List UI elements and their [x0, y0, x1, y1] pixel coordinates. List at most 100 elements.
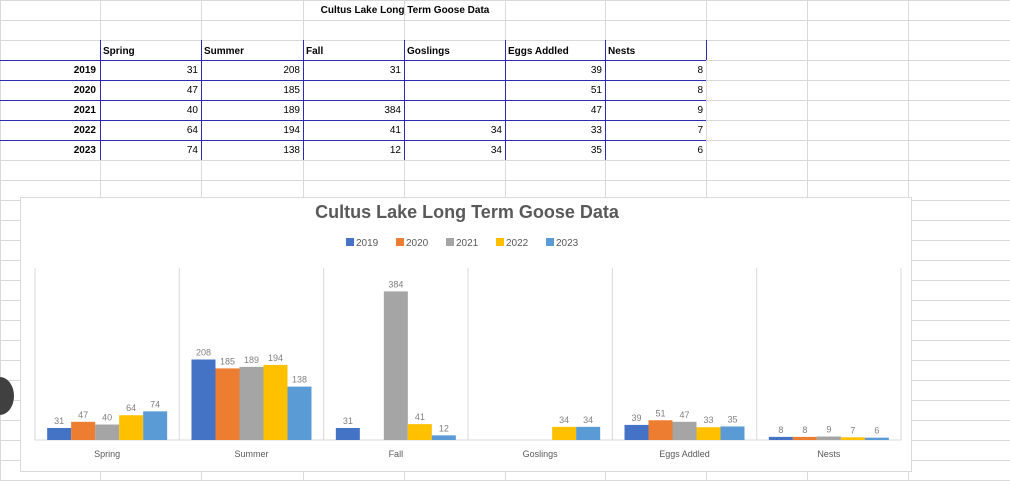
- data-label: 40: [102, 413, 112, 423]
- row-year[interactable]: 2019: [73, 65, 96, 76]
- category-label: Summer: [234, 449, 268, 459]
- table-cell[interactable]: 185: [283, 85, 300, 96]
- bar: [792, 436, 817, 440]
- bar: [47, 428, 72, 440]
- data-label: 39: [631, 413, 641, 423]
- bar-chart: Cultus Lake Long Term Goose Data 2019 2020…: [34, 202, 902, 459]
- table-cell[interactable]: 64: [186, 125, 198, 136]
- category-label: Eggs Addled: [659, 449, 710, 459]
- table-cell[interactable]: 8: [697, 65, 703, 76]
- legend-label: 2020: [406, 238, 429, 249]
- table-cell[interactable]: 189: [283, 105, 300, 116]
- table-cell[interactable]: 47: [590, 105, 602, 116]
- table-cell[interactable]: [404, 62, 505, 80]
- table-cell[interactable]: 31: [186, 65, 198, 76]
- table-cell[interactable]: 384: [384, 105, 401, 116]
- bar: [696, 427, 721, 440]
- column-header[interactable]: Fall: [306, 46, 324, 57]
- column-header[interactable]: Spring: [103, 46, 135, 57]
- column-header[interactable]: Goslings: [407, 46, 450, 57]
- data-label: 9: [826, 425, 831, 435]
- bar: [624, 424, 649, 440]
- table-cell[interactable]: 51: [590, 85, 602, 96]
- legend-swatch: [346, 238, 354, 246]
- bar: [672, 421, 697, 440]
- table-border: [0, 60, 706, 61]
- data-label: 35: [727, 414, 737, 424]
- table-cell[interactable]: 74: [186, 145, 198, 156]
- row-year[interactable]: 2021: [73, 105, 96, 116]
- data-label: 12: [439, 423, 449, 433]
- bar: [263, 364, 288, 440]
- bar: [239, 366, 264, 440]
- scroll-handle[interactable]: [0, 377, 14, 415]
- bar: [95, 424, 120, 440]
- legend-label: 2021: [456, 238, 479, 249]
- data-label: 47: [679, 410, 689, 420]
- bar: [71, 421, 96, 440]
- table-cell[interactable]: [303, 82, 404, 100]
- row-year[interactable]: 2020: [73, 85, 96, 96]
- table-cell[interactable]: 41: [389, 125, 401, 136]
- legend-swatch: [396, 238, 404, 246]
- table-cell[interactable]: 40: [186, 105, 198, 116]
- sheet-gridline: [0, 0, 1, 480]
- data-label: 33: [703, 415, 713, 425]
- bar: [864, 437, 889, 440]
- table-border: [100, 40, 101, 160]
- table-cell[interactable]: 33: [590, 125, 602, 136]
- table-cell[interactable]: 194: [283, 125, 300, 136]
- table-border: [404, 40, 405, 160]
- table-cell[interactable]: 35: [590, 145, 602, 156]
- data-label: 185: [220, 356, 235, 366]
- table-cell[interactable]: [404, 102, 505, 120]
- table-border: [0, 120, 706, 121]
- bar: [816, 436, 841, 440]
- table-cell[interactable]: 34: [490, 125, 502, 136]
- legend-label: 2023: [556, 238, 579, 249]
- bar: [191, 359, 216, 440]
- bar: [287, 386, 312, 440]
- column-header[interactable]: Summer: [204, 46, 245, 57]
- category-label: Nests: [817, 449, 841, 459]
- column-header[interactable]: Eggs Addled: [508, 46, 569, 57]
- legend-swatch: [446, 238, 454, 246]
- chart-panel[interactable]: Cultus Lake Long Term Goose Data 2019 2020…: [20, 197, 912, 472]
- chart-title: Cultus Lake Long Term Goose Data: [315, 202, 620, 222]
- bar: [119, 415, 144, 440]
- table-border: [303, 40, 304, 160]
- table-cell[interactable]: 31: [389, 65, 401, 76]
- table-cell[interactable]: 39: [590, 65, 602, 76]
- bar: [215, 368, 240, 440]
- data-label: 34: [559, 415, 569, 425]
- table-cell[interactable]: 8: [697, 85, 703, 96]
- data-label: 384: [388, 279, 403, 289]
- table-cell[interactable]: 7: [697, 125, 703, 136]
- data-label: 8: [778, 425, 783, 435]
- table-cell[interactable]: 12: [389, 145, 401, 156]
- bar: [648, 420, 673, 440]
- data-label: 41: [415, 412, 425, 422]
- data-label: 189: [244, 355, 259, 365]
- category-label: Goslings: [523, 449, 559, 459]
- table-border: [605, 40, 606, 160]
- row-year[interactable]: 2022: [73, 125, 96, 136]
- table-cell[interactable]: 6: [697, 145, 703, 156]
- table-cell[interactable]: 34: [490, 145, 502, 156]
- column-header[interactable]: Nests: [608, 46, 636, 57]
- row-year[interactable]: 2023: [73, 145, 96, 156]
- data-label: 47: [78, 410, 88, 420]
- legend-label: 2022: [506, 238, 529, 249]
- legend-label: 2019: [356, 238, 379, 249]
- bar: [576, 426, 601, 440]
- table-cell[interactable]: [404, 82, 505, 100]
- data-label: 8: [802, 425, 807, 435]
- data-label: 64: [126, 403, 136, 413]
- data-label: 31: [343, 416, 353, 426]
- table-cell[interactable]: 47: [186, 85, 198, 96]
- table-cell[interactable]: 9: [697, 105, 703, 116]
- table-cell[interactable]: 208: [283, 65, 300, 76]
- table-cell[interactable]: 138: [283, 145, 300, 156]
- data-label: 34: [583, 415, 593, 425]
- bar: [383, 291, 408, 440]
